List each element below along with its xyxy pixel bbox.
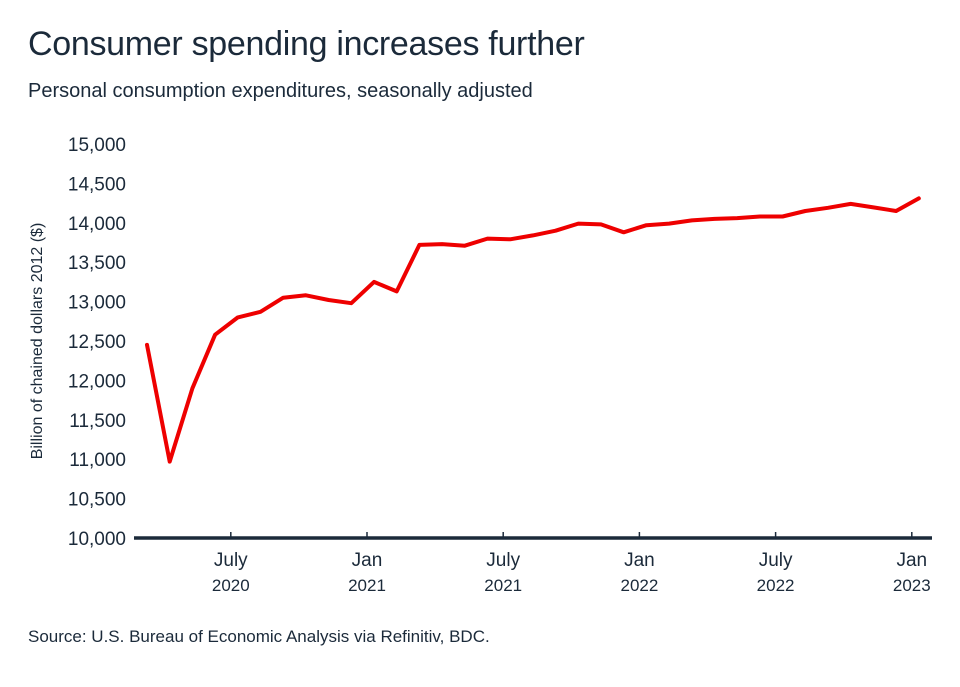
x-tick-label-year: 2022 <box>620 576 658 595</box>
y-tick-label: 11,500 <box>69 411 126 432</box>
x-tick-label-month: Jan <box>896 550 927 571</box>
y-tick-label: 11,000 <box>69 450 126 471</box>
x-tick-label-month: July <box>214 550 248 571</box>
x-tick-label-month: Jan <box>352 550 383 571</box>
data-points <box>145 196 921 463</box>
source-note: Source: U.S. Bureau of Economic Analysis… <box>28 627 490 646</box>
y-axis-title: Billion of chained dollars 2012 ($) <box>29 223 46 460</box>
x-tick-label-month: July <box>486 550 520 571</box>
y-tick-label: 13,500 <box>68 253 126 274</box>
x-tick-label-year: 2021 <box>348 576 386 595</box>
x-tick-label-year: 2020 <box>212 576 250 595</box>
x-tick-label-year: 2022 <box>757 576 795 595</box>
x-tick-label-month: Jan <box>624 550 655 571</box>
series-line-pce <box>145 196 921 464</box>
y-tick-label: 12,000 <box>68 371 126 392</box>
y-tick-label: 10,000 <box>68 529 126 550</box>
chart-subtitle: Personal consumption expenditures, seaso… <box>28 80 533 102</box>
x-axis-ticks: July 2020 Jan 2021 July 2021 Jan 2022 July 2022 Ja… <box>212 532 931 595</box>
x-tick-label-year: 2023 <box>893 576 931 595</box>
y-tick-label: 13,000 <box>68 293 126 314</box>
chart-title: Consumer spending increases further <box>28 25 585 63</box>
x-tick-label-year: 2021 <box>484 576 522 595</box>
x-tick-label-month: July <box>759 550 793 571</box>
y-tick-label: 10,500 <box>68 490 126 511</box>
y-tick-label: 15,000 <box>68 135 126 156</box>
y-tick-label: 14,500 <box>68 174 126 195</box>
y-axis-ticks: 10,000 10,500 11,000 11,500 12,000 12,500 13,0… <box>68 135 126 550</box>
y-tick-label: 14,000 <box>68 214 126 235</box>
y-tick-label: 12,500 <box>68 332 126 353</box>
